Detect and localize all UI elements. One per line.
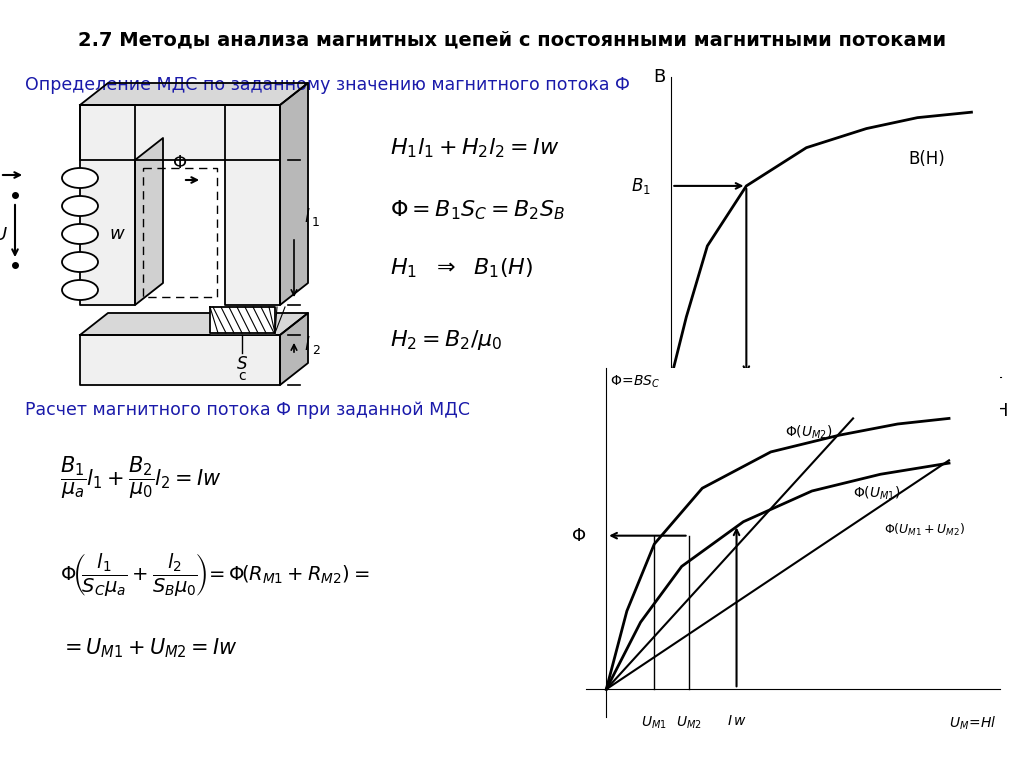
Text: H: H	[994, 402, 1009, 420]
Polygon shape	[210, 307, 275, 333]
Polygon shape	[225, 105, 280, 305]
Polygon shape	[280, 313, 308, 385]
Text: w: w	[110, 225, 124, 243]
Ellipse shape	[62, 224, 98, 244]
Polygon shape	[135, 138, 163, 305]
Text: $U_{M1}$: $U_{M1}$	[641, 714, 668, 731]
Text: 1: 1	[312, 216, 319, 229]
Text: $l$: $l$	[304, 336, 310, 354]
Text: $\Phi = B_1S_C = B_2S_B$: $\Phi = B_1S_C = B_2S_B$	[390, 198, 565, 222]
Text: $H_1\ \ \Rightarrow\ \ B_1(H)$: $H_1\ \ \Rightarrow\ \ B_1(H)$	[390, 256, 534, 280]
Text: $\Phi\!=\!BS_C$: $\Phi\!=\!BS_C$	[609, 374, 660, 390]
Text: 2: 2	[312, 344, 319, 357]
Text: $U_M\!=\!Hl$: $U_M\!=\!Hl$	[949, 714, 997, 732]
Text: $l$: $l$	[304, 208, 310, 226]
Polygon shape	[80, 105, 135, 305]
Text: $= U_{M1}+U_{M2} = Iw$: $= U_{M1}+U_{M2} = Iw$	[60, 636, 238, 660]
Polygon shape	[80, 335, 280, 385]
Text: $\Phi(U_{M1}+U_{M2})$: $\Phi(U_{M1}+U_{M2})$	[884, 522, 965, 538]
Text: S: S	[237, 355, 247, 373]
Text: $\Phi(U_{M1})$: $\Phi(U_{M1})$	[853, 485, 901, 502]
Text: $\Phi$: $\Phi$	[570, 527, 586, 545]
Polygon shape	[80, 313, 308, 335]
Ellipse shape	[62, 280, 98, 300]
Text: 2.7 Методы анализа магнитных цепей с постоянными магнитными потоками: 2.7 Методы анализа магнитных цепей с пос…	[78, 31, 946, 50]
Polygon shape	[80, 83, 308, 105]
Text: $H_2 = B_2/\mu_0$: $H_2 = B_2/\mu_0$	[390, 328, 503, 352]
Text: $B_1$: $B_1$	[631, 176, 650, 196]
Ellipse shape	[62, 168, 98, 188]
Text: $H_1$: $H_1$	[736, 404, 757, 424]
Polygon shape	[280, 83, 308, 305]
Text: B(H): B(H)	[908, 150, 945, 168]
Ellipse shape	[62, 252, 98, 272]
Ellipse shape	[62, 196, 98, 216]
Text: $H_1l_1 + H_2l_2 = Iw$: $H_1l_1 + H_2l_2 = Iw$	[390, 137, 559, 160]
Text: $U_{M2}$: $U_{M2}$	[676, 714, 701, 731]
Polygon shape	[80, 105, 280, 160]
Text: c: c	[239, 369, 246, 383]
Text: $I\,w$: $I\,w$	[727, 714, 746, 729]
Text: Расчет магнитного потока Ф при заданной МДС: Расчет магнитного потока Ф при заданной …	[25, 401, 470, 419]
Text: $\Phi$: $\Phi$	[172, 154, 187, 172]
Text: $\Phi(U_{M2})$: $\Phi(U_{M2})$	[784, 423, 833, 441]
Text: $\dfrac{B_1}{\mu_a}l_1+\dfrac{B_2}{\mu_0}l_2 = Iw$: $\dfrac{B_1}{\mu_a}l_1+\dfrac{B_2}{\mu_0…	[60, 455, 221, 501]
Text: U: U	[0, 226, 7, 244]
Text: Определение МДС по заданному значению магнитного потока Ф: Определение МДС по заданному значению ма…	[25, 76, 630, 94]
Text: B: B	[653, 67, 666, 86]
Text: $\Phi\!\left(\!\dfrac{l_1}{S_C\mu_a}+\dfrac{l_2}{S_B\mu_0}\!\right)\!=\Phi\!\lef: $\Phi\!\left(\!\dfrac{l_1}{S_C\mu_a}+\df…	[60, 551, 370, 598]
